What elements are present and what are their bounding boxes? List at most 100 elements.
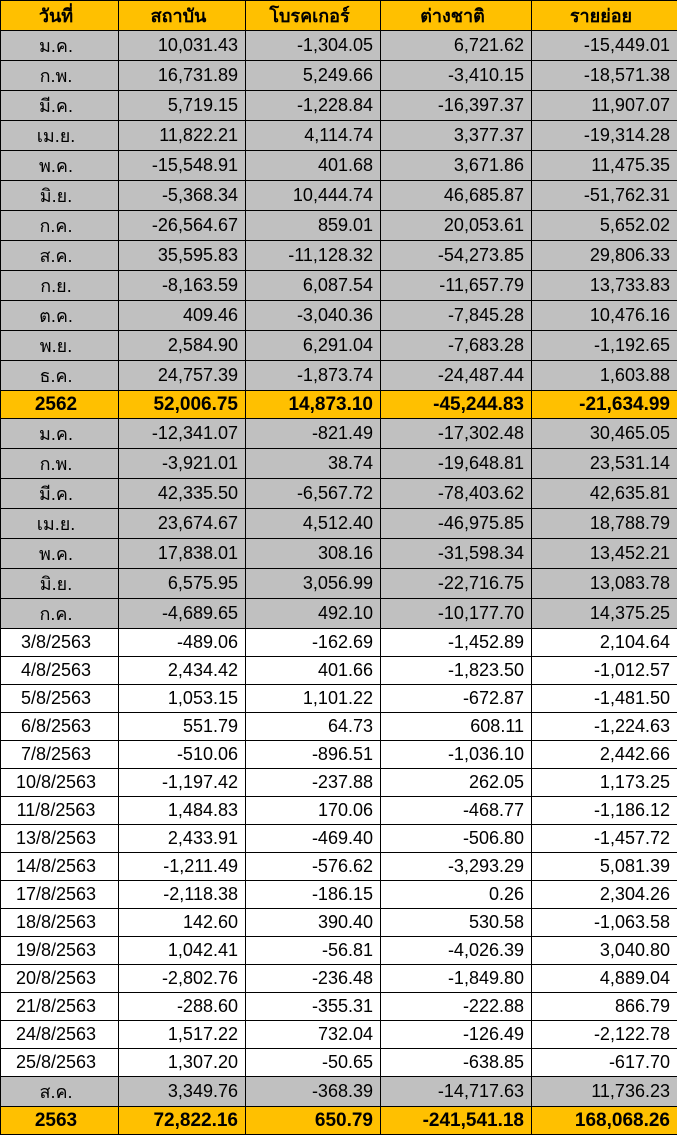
value-cell: 14,873.10 <box>246 391 381 419</box>
row-label: 25/8/2563 <box>1 1049 119 1077</box>
value-cell: -21,634.99 <box>532 391 677 419</box>
value-cell: 10,031.43 <box>119 31 246 61</box>
value-cell: 3,349.76 <box>119 1077 246 1107</box>
value-cell: -4,689.65 <box>119 599 246 629</box>
value-cell: 5,652.02 <box>532 211 677 241</box>
value-cell: 42,335.50 <box>119 479 246 509</box>
row-label: เม.ย. <box>1 121 119 151</box>
table-header: วันที่ สถาบัน โบรคเกอร์ ต่างชาติ รายย่อย <box>1 1 677 31</box>
value-cell: -24,487.44 <box>381 361 532 391</box>
row-label: 24/8/2563 <box>1 1021 119 1049</box>
value-cell: -1,192.65 <box>532 331 677 361</box>
row-label: ก.ค. <box>1 599 119 629</box>
value-cell: -3,410.15 <box>381 61 532 91</box>
value-cell: -510.06 <box>119 741 246 769</box>
row-label: มี.ค. <box>1 479 119 509</box>
value-cell: 1,484.83 <box>119 797 246 825</box>
row-label: 18/8/2563 <box>1 909 119 937</box>
value-cell: 1,603.88 <box>532 361 677 391</box>
row-label: 10/8/2563 <box>1 769 119 797</box>
value-cell: 52,006.75 <box>119 391 246 419</box>
value-cell: -78,403.62 <box>381 479 532 509</box>
value-cell: -56.81 <box>246 937 381 965</box>
row-label: 2563 <box>1 1107 119 1135</box>
column-header-broker: โบรคเกอร์ <box>246 1 381 31</box>
row-label: 13/8/2563 <box>1 825 119 853</box>
value-cell: 29,806.33 <box>532 241 677 271</box>
value-cell: 1,053.15 <box>119 685 246 713</box>
value-cell: -162.69 <box>246 629 381 657</box>
row-label: ต.ค. <box>1 301 119 331</box>
value-cell: -241,541.18 <box>381 1107 532 1135</box>
value-cell: 38.74 <box>246 449 381 479</box>
value-cell: 3,056.99 <box>246 569 381 599</box>
value-cell: 35,595.83 <box>119 241 246 271</box>
value-cell: 551.79 <box>119 713 246 741</box>
value-cell: 390.40 <box>246 909 381 937</box>
value-cell: -16,397.37 <box>381 91 532 121</box>
value-cell: -1,873.74 <box>246 361 381 391</box>
value-cell: -6,567.72 <box>246 479 381 509</box>
value-cell: -11,128.32 <box>246 241 381 271</box>
value-cell: -1,823.50 <box>381 657 532 685</box>
value-cell: -1,457.72 <box>532 825 677 853</box>
value-cell: -1,063.58 <box>532 909 677 937</box>
value-cell: -12,341.07 <box>119 419 246 449</box>
value-cell: -2,122.78 <box>532 1021 677 1049</box>
value-cell: 3,377.37 <box>381 121 532 151</box>
value-cell: -1,304.05 <box>246 31 381 61</box>
value-cell: 46,685.87 <box>381 181 532 211</box>
value-cell: 401.66 <box>246 657 381 685</box>
value-cell: 16,731.89 <box>119 61 246 91</box>
row-label: พ.ค. <box>1 539 119 569</box>
value-cell: 6,721.62 <box>381 31 532 61</box>
value-cell: -2,802.76 <box>119 965 246 993</box>
value-cell: -19,648.81 <box>381 449 532 479</box>
row-label: 4/8/2563 <box>1 657 119 685</box>
value-cell: -4,026.39 <box>381 937 532 965</box>
value-cell: 11,475.35 <box>532 151 677 181</box>
value-cell: -17,302.48 <box>381 419 532 449</box>
value-cell: -368.39 <box>246 1077 381 1107</box>
value-cell: 13,452.21 <box>532 539 677 569</box>
value-cell: 2,434.42 <box>119 657 246 685</box>
value-cell: -50.65 <box>246 1049 381 1077</box>
value-cell: 5,249.66 <box>246 61 381 91</box>
value-cell: -3,293.29 <box>381 853 532 881</box>
value-cell: 6,087.54 <box>246 271 381 301</box>
value-cell: -821.49 <box>246 419 381 449</box>
value-cell: 64.73 <box>246 713 381 741</box>
value-cell: -51,762.31 <box>532 181 677 211</box>
value-cell: 170.06 <box>246 797 381 825</box>
value-cell: -617.70 <box>532 1049 677 1077</box>
value-cell: 42,635.81 <box>532 479 677 509</box>
value-cell: 262.05 <box>381 769 532 797</box>
value-cell: 2,442.66 <box>532 741 677 769</box>
row-label: ก.ย. <box>1 271 119 301</box>
value-cell: -506.80 <box>381 825 532 853</box>
value-cell: 4,114.74 <box>246 121 381 151</box>
row-label: ส.ค. <box>1 241 119 271</box>
